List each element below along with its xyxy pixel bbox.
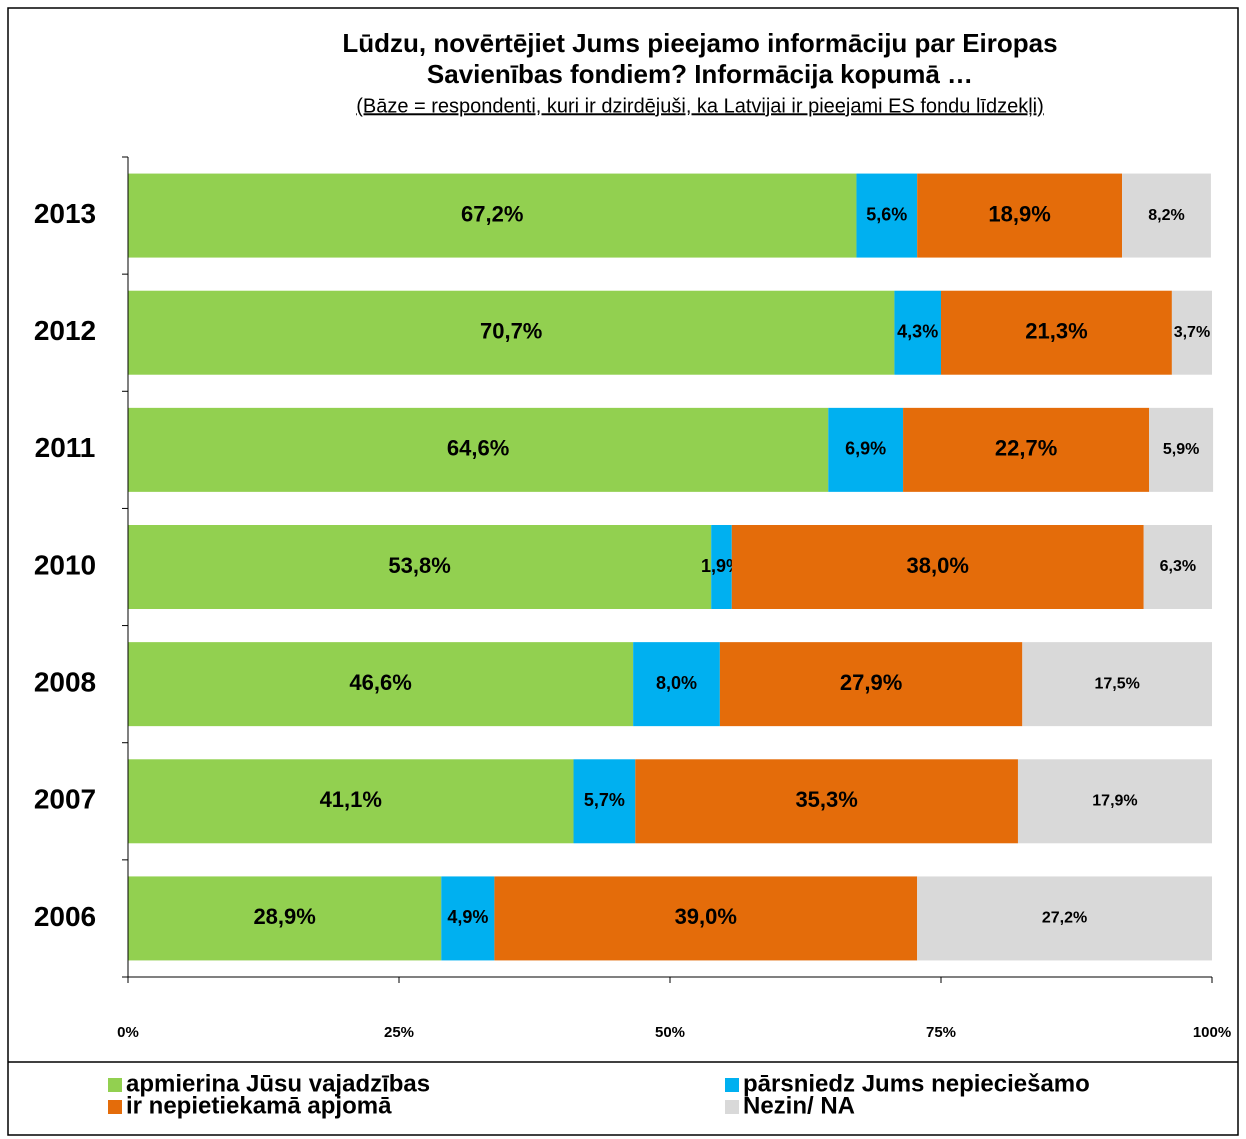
y-tick-label: 2012 (34, 315, 96, 346)
legend-label: Nezin/ NA (743, 1092, 855, 1119)
data-label: 67,2% (461, 201, 523, 226)
bar-segment (917, 173, 1123, 258)
y-tick-label: 2006 (34, 901, 96, 932)
x-tick-label: 75% (926, 1024, 956, 1041)
bar-segment (633, 642, 720, 727)
bar-segment (1017, 759, 1212, 844)
x-tick-label: 100% (1193, 1024, 1231, 1041)
data-label: 5,6% (866, 204, 907, 224)
legend-label: ir nepietiekamā apjomā (126, 1092, 392, 1119)
legend-label: pārsniedz Jums nepieciešamo (743, 1070, 1090, 1097)
data-label: 1,9% (701, 556, 742, 576)
bar-segment (731, 525, 1144, 609)
legend-swatch (108, 1078, 122, 1092)
x-tick-label: 50% (655, 1024, 685, 1041)
bar-segment (494, 876, 918, 961)
bar-segment (128, 759, 574, 844)
data-label: 39,0% (675, 904, 737, 929)
data-label: 5,7% (584, 790, 625, 810)
data-label: 18,9% (988, 201, 1050, 226)
bar-segment (1171, 290, 1212, 375)
bar-segment (828, 407, 904, 492)
data-label: 3,7% (1174, 324, 1210, 341)
data-label: 17,9% (1092, 793, 1137, 810)
chart-title: Lūdzu, novērtējiet Jums pieejamo informā… (342, 28, 1057, 58)
legend-swatch (108, 1100, 122, 1114)
bar-segment (1022, 642, 1212, 727)
bar-segment (711, 525, 732, 609)
data-label: 64,6% (447, 436, 509, 461)
y-tick-label: 2008 (34, 667, 96, 698)
bar-segment (128, 642, 634, 727)
bar-segment (917, 876, 1212, 961)
legend-label: apmierina Jūsu vajadzības (126, 1070, 430, 1097)
bar-segment (128, 876, 442, 961)
chart-subtitle: (Bāze = respondenti, kuri ir dzirdējuši,… (356, 95, 1044, 117)
x-tick-label: 25% (384, 1024, 414, 1041)
bar-segment (1122, 173, 1211, 258)
data-label: 17,5% (1094, 675, 1139, 692)
bar-segment (903, 407, 1150, 492)
data-label: 6,9% (845, 439, 886, 459)
data-label: 4,9% (447, 907, 488, 927)
data-label: 27,2% (1042, 910, 1087, 927)
y-tick-label: 2011 (35, 432, 96, 463)
bar-segment (719, 642, 1023, 727)
y-tick-label: 2007 (34, 784, 96, 815)
data-label: 4,3% (897, 321, 938, 341)
data-label: 22,7% (995, 436, 1057, 461)
data-label: 8,2% (1148, 207, 1184, 224)
data-label: 27,9% (840, 670, 902, 695)
bar-segment (635, 759, 1018, 844)
bar-segment (128, 407, 829, 492)
bar-segment (856, 173, 918, 258)
legend-swatch (725, 1078, 739, 1092)
y-tick-label: 2010 (34, 549, 96, 580)
bar-segment (441, 876, 495, 961)
data-label: 21,3% (1025, 319, 1087, 344)
data-label: 35,3% (795, 787, 857, 812)
data-label: 46,6% (349, 670, 411, 695)
legend-swatch (725, 1100, 739, 1114)
x-tick-label: 0% (117, 1024, 139, 1041)
y-tick-label: 2013 (34, 198, 96, 229)
bar-segment (128, 290, 895, 375)
data-label: 41,1% (320, 787, 382, 812)
data-label: 6,3% (1160, 558, 1196, 575)
data-label: 38,0% (907, 553, 969, 578)
data-label: 28,9% (253, 904, 315, 929)
bar-segment (1143, 525, 1212, 609)
bar-segment (128, 525, 712, 609)
data-label: 70,7% (480, 319, 542, 344)
bar-segment (128, 173, 857, 258)
bar-segment (894, 290, 941, 375)
data-label: 53,8% (388, 553, 450, 578)
chart-title: Savienības fondiem? Informācija kopumā … (427, 59, 973, 89)
bar-segment (941, 290, 1172, 375)
bar-segment (1149, 407, 1214, 492)
data-label: 8,0% (656, 673, 697, 693)
bar-segment (573, 759, 636, 844)
data-label: 5,9% (1163, 441, 1199, 458)
